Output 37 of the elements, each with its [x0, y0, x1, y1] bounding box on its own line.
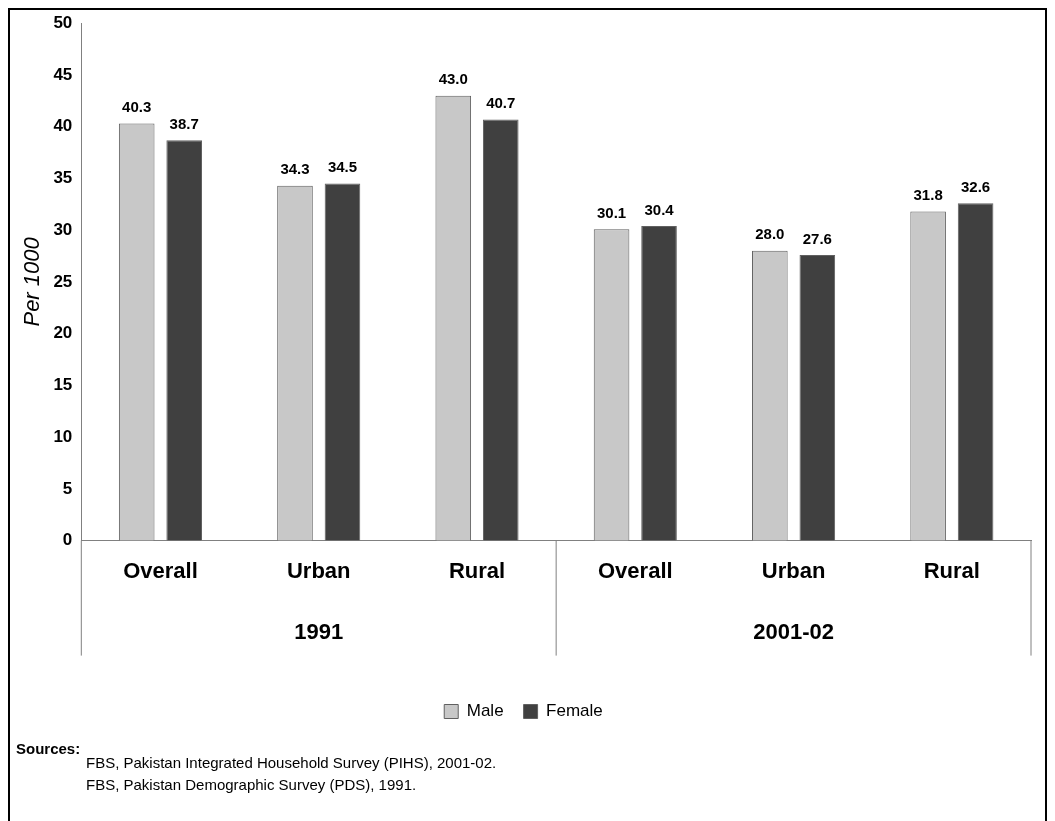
- data-label: 28.0: [755, 225, 785, 243]
- y-tick-label: 35: [53, 168, 73, 188]
- y-tick-label: 30: [53, 219, 73, 239]
- text: 1991: [294, 618, 344, 644]
- y-tick-label: 45: [53, 64, 73, 84]
- y-tick-label: 5: [62, 478, 73, 498]
- x-tick-label: Urban: [286, 557, 351, 583]
- x-tick-label: Rural: [448, 557, 506, 583]
- y-tick-label: 50: [53, 12, 73, 32]
- text: FBS, Pakistan Demographic Survey (PDS), 1991.: [86, 775, 418, 795]
- text: 2001-02: [753, 618, 834, 644]
- data-label: 40.3: [122, 98, 152, 116]
- x-tick-label: Overall: [123, 557, 198, 583]
- y-tick-label: 40: [53, 116, 73, 136]
- data-label: 38.7: [169, 114, 199, 132]
- x-tick-label: Urban: [761, 557, 826, 583]
- data-label: 43.0: [438, 70, 468, 88]
- data-label: 32.6: [961, 177, 991, 195]
- data-label: 34.3: [280, 160, 310, 178]
- x-tick-label: Overall: [597, 557, 673, 583]
- data-label: 34.5: [327, 158, 358, 176]
- x-tick-label: Rural: [923, 557, 980, 583]
- y-tick-label: 20: [53, 323, 73, 343]
- y-tick-label: 0: [62, 530, 73, 550]
- y-tick-label: 15: [53, 375, 73, 395]
- data-label: 40.7: [486, 94, 516, 112]
- data-label: 30.1: [596, 203, 627, 221]
- text: FBS, Pakistan Integrated Household Survey (PIHS), 2001-02.: [86, 753, 497, 773]
- legend-label: Male: [466, 701, 504, 721]
- y-tick-label: 10: [53, 426, 73, 446]
- y-axis-title: Per 1000: [19, 236, 45, 327]
- data-label: 30.4: [644, 200, 675, 218]
- data-label: 27.6: [802, 229, 832, 247]
- y-tick-label: 25: [53, 271, 73, 291]
- data-label: 31.8: [913, 186, 943, 204]
- legend-label: Female: [546, 701, 603, 721]
- source-note: Sources:: [16, 740, 82, 759]
